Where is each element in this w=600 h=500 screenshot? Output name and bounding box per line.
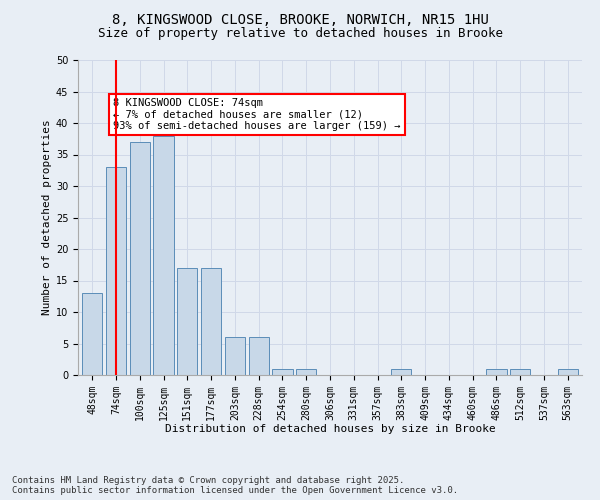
Text: 8, KINGSWOOD CLOSE, BROOKE, NORWICH, NR15 1HU: 8, KINGSWOOD CLOSE, BROOKE, NORWICH, NR1… — [112, 12, 488, 26]
Bar — [487, 368, 506, 375]
Bar — [510, 368, 530, 375]
Y-axis label: Number of detached properties: Number of detached properties — [41, 120, 52, 316]
Bar — [177, 268, 197, 375]
Text: Contains HM Land Registry data © Crown copyright and database right 2025.
Contai: Contains HM Land Registry data © Crown c… — [12, 476, 458, 495]
Bar — [130, 142, 150, 375]
Bar — [154, 136, 173, 375]
Bar — [225, 337, 245, 375]
Bar — [557, 368, 578, 375]
Bar — [201, 268, 221, 375]
X-axis label: Distribution of detached houses by size in Brooke: Distribution of detached houses by size … — [164, 424, 496, 434]
Bar — [82, 293, 103, 375]
Bar — [106, 167, 126, 375]
Bar — [272, 368, 293, 375]
Text: Size of property relative to detached houses in Brooke: Size of property relative to detached ho… — [97, 28, 503, 40]
Bar — [296, 368, 316, 375]
Bar — [391, 368, 412, 375]
Text: 8 KINGSWOOD CLOSE: 74sqm
← 7% of detached houses are smaller (12)
93% of semi-de: 8 KINGSWOOD CLOSE: 74sqm ← 7% of detache… — [113, 98, 401, 131]
Bar — [248, 337, 269, 375]
